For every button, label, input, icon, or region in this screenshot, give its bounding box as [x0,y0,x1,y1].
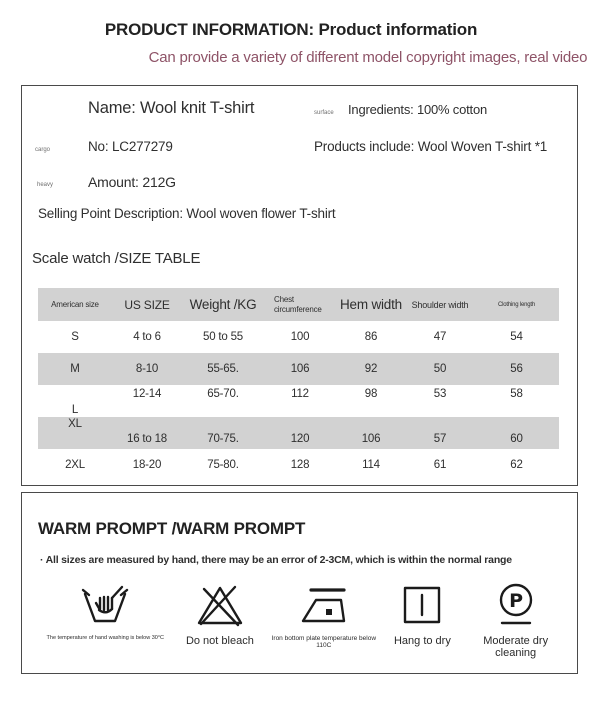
table-row-m: M 8-10 55-65. 106 92 50 56 [38,353,559,385]
table-row-2xl: 2XL 18-20 75-80. 128 114 61 62 [38,449,559,481]
col-header-length: Clothing length [497,301,536,308]
table-row-xl: XL 16 to 18 70-75. 120 106 57 60 [38,417,559,449]
cell: 55-65. [207,363,239,375]
cell: 56 [510,363,523,375]
cell: 98 [364,388,378,400]
care-caption: Moderate dry cleaning [483,635,549,659]
warm-prompt-box: WARM PROMPT /WARM PROMPT · All sizes are… [21,492,578,674]
item-number: No: LC277279 [88,139,173,154]
table-row-s: S 4 to 6 50 to 55 100 86 47 54 [38,321,559,353]
col-header-weight: Weight /KG [189,297,257,312]
cell: S [71,331,79,343]
dry-clean-p-icon: P [493,581,539,629]
cell: 50 [433,363,447,375]
surface-label: surface [314,110,334,116]
care-caption: Hang to dry [393,635,451,647]
size-table-header-row: American size US SIZE Weight /KG Chest c… [38,288,559,321]
cell: 112 [291,388,309,400]
cell: 62 [510,459,523,471]
cell: 114 [362,459,380,471]
col-header-hem: Hem width [340,297,402,312]
cell: 128 [290,459,310,471]
care-caption: Iron bottom plate temperature below 110C [271,635,377,649]
cell: 8-10 [135,363,159,375]
cell: 58 [510,388,523,400]
cell: 47 [433,331,447,343]
col-header-shoulder: Shoulder width [411,299,469,310]
cell: 120 [290,433,310,445]
warm-prompt-note: · All sizes are measured by hand, there … [40,554,512,566]
cell: 61 [433,459,447,471]
product-info-box: Name: Wool knit T-shirt surface Ingredie… [21,85,578,486]
care-item-hand-wash: The temperature of hand washing is below… [36,581,175,641]
col-header-us-size: US SIZE [124,297,170,312]
cell: 4 to 6 [133,331,161,343]
cell: 100 [290,331,310,343]
ingredients-text: Ingredients: 100% cotton [348,102,488,117]
product-name: Name: Wool knit T-shirt [88,99,255,117]
care-item-iron: Iron bottom plate temperature below 110C [265,581,382,649]
products-include-text: Products include: Wool Woven T-shirt *1 [314,139,548,154]
care-caption: The temperature of hand washing is below… [46,635,165,641]
cell: 106 [290,363,310,375]
col-header-chest: Chest circumference [274,294,322,314]
care-icons-row: The temperature of hand washing is below… [36,581,569,659]
cargo-label: cargo [35,147,51,153]
cell: 18-20 [132,459,162,471]
cell: 16 to 18 [127,433,167,445]
cell: 106 [361,433,381,445]
care-item-dry-clean: P Moderate dry cleaning [462,581,569,659]
cell: 54 [510,331,523,343]
do-not-bleach-icon [194,581,246,629]
cell: XL [68,418,82,430]
cell: 92 [364,363,378,375]
care-item-do-not-bleach: Do not bleach [175,581,266,647]
care-caption: Do not bleach [185,635,254,647]
col-header-american-size: American size [51,300,99,309]
cell: 50 to 55 [203,331,243,343]
cell: 86 [364,331,378,343]
cell: 12-14 [132,388,162,400]
heavy-label: heavy [37,182,54,188]
size-table-heading: Scale watch /SIZE TABLE [32,250,201,267]
hang-to-dry-icon [399,581,445,629]
size-table: American size US SIZE Weight /KG Chest c… [38,288,559,481]
cell: L [71,404,79,416]
cell: 70-75. [207,433,239,445]
cell: 57 [433,433,447,445]
svg-text:P: P [509,590,523,612]
cell: 65-70. [207,388,239,400]
page-subtitle: Can provide a variety of different model… [148,49,588,66]
table-row-l: L 12-14 65-70. 112 98 53 58 [38,385,559,417]
cell: M [70,363,80,375]
amount-text: Amount: 212G [88,174,176,190]
cell: 2XL [65,459,85,471]
cell: 53 [433,388,447,400]
cell: 75-80. [207,459,239,471]
hand-wash-icon [79,581,131,629]
warm-prompt-heading: WARM PROMPT /WARM PROMPT [38,519,306,538]
cell: 60 [510,433,523,445]
care-item-hang-to-dry: Hang to dry [382,581,462,647]
iron-icon [298,581,350,629]
selling-point-text: Selling Point Description: Wool woven fl… [38,206,336,221]
page-title: PRODUCT INFORMATION: Product information [104,20,478,39]
